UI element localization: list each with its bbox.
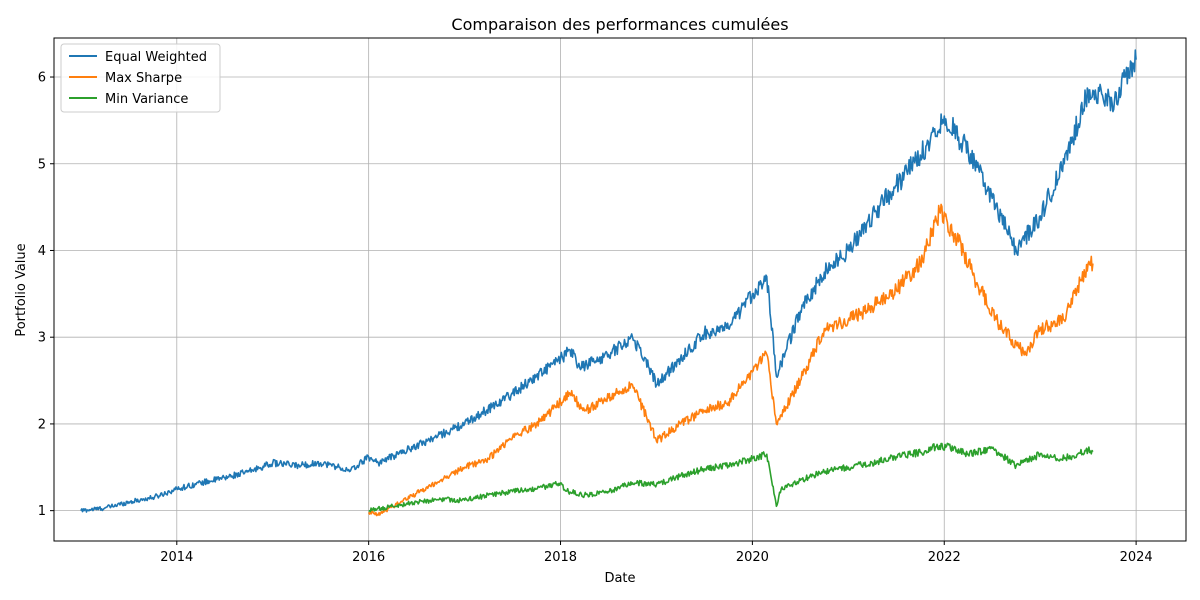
x-axis-label: Date xyxy=(604,571,635,586)
legend-label-min-variance: Min Variance xyxy=(105,92,188,107)
y-tick-label-3: 3 xyxy=(38,331,46,346)
legend-label-equal-weighted: Equal Weighted xyxy=(105,50,207,65)
legend-box xyxy=(60,43,221,113)
series-lines xyxy=(80,49,1137,517)
y-tick-label-4: 4 xyxy=(38,244,46,259)
x-tick-label-2022: 2022 xyxy=(928,550,961,565)
grid-lines xyxy=(54,38,1186,541)
legend-label-max-sharpe: Max Sharpe xyxy=(105,71,182,86)
y-tick-label-5: 5 xyxy=(38,157,46,172)
y-axis-ticks: 1 2 3 4 5 6 xyxy=(38,71,54,519)
legend: Equal Weighted Max Sharpe Min Variance xyxy=(60,43,221,113)
x-tick-label-2016: 2016 xyxy=(352,550,385,565)
series-line-min-variance xyxy=(368,442,1094,513)
chart-title: Comparaison des performances cumulées xyxy=(451,15,788,34)
x-tick-label-2020: 2020 xyxy=(736,550,769,565)
x-axis-ticks: 2014 2016 2018 2020 2022 2024 xyxy=(160,541,1153,565)
y-tick-label-2: 2 xyxy=(38,417,46,432)
series-line-equal-weighted xyxy=(80,49,1137,513)
y-axis-label: Portfolio Value xyxy=(14,243,29,336)
y-tick-label-6: 6 xyxy=(38,71,46,86)
x-tick-label-2024: 2024 xyxy=(1120,550,1153,565)
x-tick-label-2014: 2014 xyxy=(160,550,193,565)
series-line-max-sharpe xyxy=(367,203,1094,517)
x-tick-label-2018: 2018 xyxy=(544,550,577,565)
y-tick-label-1: 1 xyxy=(38,504,46,519)
plot-area-frame xyxy=(53,37,1187,542)
